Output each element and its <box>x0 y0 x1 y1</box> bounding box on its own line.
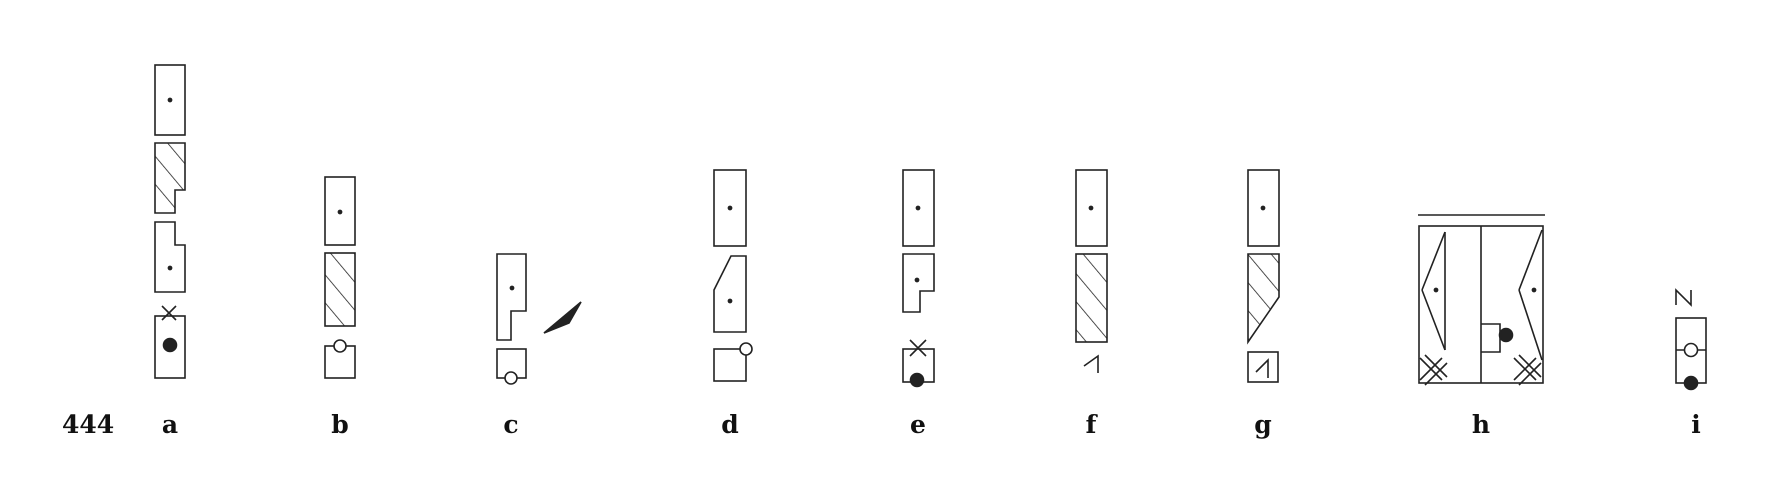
panel-label-f: f <box>1085 410 1097 439</box>
panel-label-b: b <box>331 410 349 439</box>
panel-label-d: d <box>721 410 739 439</box>
hatched-cross-left <box>1419 354 1448 386</box>
diagram-i <box>1675 288 1707 391</box>
diagram-c <box>496 253 582 385</box>
panel-label-a: a <box>161 410 179 439</box>
panel-label-g: g <box>1254 410 1272 439</box>
diagram-f <box>1075 169 1108 373</box>
panel-label-e: e <box>910 410 926 439</box>
diagram-b <box>324 176 356 379</box>
panel-label-i: i <box>1691 410 1701 439</box>
diagram-e <box>902 169 935 388</box>
panel-label-c: c <box>503 410 519 439</box>
diagram-a <box>154 64 186 379</box>
diagram-h <box>1418 214 1545 386</box>
diagram-g <box>1247 169 1280 383</box>
figure-number: 444 <box>62 410 115 439</box>
diagram-d <box>713 169 753 382</box>
panel-label-h: h <box>1471 410 1491 439</box>
hatched-cross-right <box>1513 354 1542 386</box>
